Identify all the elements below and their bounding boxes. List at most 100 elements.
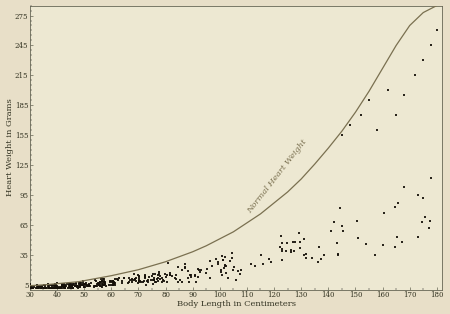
Point <box>318 256 325 261</box>
Point <box>168 274 176 279</box>
Point <box>73 284 81 290</box>
Point <box>53 285 60 290</box>
Point <box>302 255 310 260</box>
Point <box>288 250 295 255</box>
Point <box>32 285 40 290</box>
Point <box>300 252 307 257</box>
Point <box>28 285 36 290</box>
Point <box>279 249 286 254</box>
Point <box>315 260 322 265</box>
Point <box>34 285 41 290</box>
Point <box>220 265 228 270</box>
Point <box>62 284 69 289</box>
Point <box>124 280 131 285</box>
Point <box>82 281 89 286</box>
Point <box>166 272 173 277</box>
Point <box>392 205 399 210</box>
Point <box>178 267 185 272</box>
Point <box>87 281 94 286</box>
Point <box>39 285 46 290</box>
Point <box>141 276 149 281</box>
Point <box>148 278 155 283</box>
Point <box>191 273 198 278</box>
Point <box>150 278 157 283</box>
Point <box>153 277 161 282</box>
Point <box>141 275 149 280</box>
Point <box>86 284 94 289</box>
Point <box>163 273 171 278</box>
Point <box>354 218 361 223</box>
Point <box>113 277 121 282</box>
Point <box>384 88 392 93</box>
Point <box>27 285 35 290</box>
Point <box>297 240 304 245</box>
Point <box>214 261 221 266</box>
Point <box>81 285 88 290</box>
Point <box>174 264 181 269</box>
Point <box>33 285 40 290</box>
Point <box>42 285 50 290</box>
Point <box>28 284 36 289</box>
Point <box>297 246 304 251</box>
Point <box>316 244 323 249</box>
Point <box>203 270 210 275</box>
X-axis label: Body Length in Centimeters: Body Length in Centimeters <box>176 300 296 308</box>
Point <box>141 273 148 278</box>
Point <box>59 283 67 288</box>
Point <box>141 278 148 283</box>
Point <box>99 282 106 287</box>
Point <box>71 281 78 286</box>
Point <box>61 285 68 290</box>
Point <box>51 282 59 287</box>
Point <box>279 257 286 263</box>
Point <box>426 225 433 230</box>
Point <box>62 283 69 288</box>
Point <box>220 258 227 263</box>
Point <box>111 282 118 287</box>
Point <box>77 281 84 286</box>
Point <box>109 280 117 285</box>
Point <box>96 281 104 286</box>
Point <box>58 283 66 288</box>
Point <box>76 284 83 289</box>
Point <box>49 283 56 288</box>
Point <box>90 284 98 290</box>
Point <box>62 285 69 290</box>
Point <box>38 285 45 290</box>
Point <box>107 278 114 283</box>
Point <box>248 261 255 266</box>
Point <box>420 58 427 63</box>
Point <box>98 284 105 289</box>
Point <box>230 268 237 273</box>
Point <box>357 113 364 118</box>
Point <box>428 176 435 181</box>
Point <box>187 272 194 277</box>
Point <box>400 93 408 98</box>
Point <box>80 283 87 288</box>
Point <box>398 240 405 245</box>
Point <box>151 277 158 282</box>
Point <box>90 283 98 288</box>
Point <box>95 282 102 287</box>
Point <box>156 271 163 276</box>
Point <box>65 285 72 290</box>
Point <box>41 284 48 289</box>
Point <box>221 254 228 259</box>
Point <box>40 285 47 290</box>
Point <box>236 272 243 277</box>
Point <box>101 281 108 286</box>
Point <box>58 285 65 290</box>
Point <box>111 280 118 285</box>
Point <box>136 274 143 279</box>
Point <box>226 258 233 263</box>
Point <box>165 261 172 266</box>
Point <box>91 278 98 283</box>
Point <box>60 282 67 287</box>
Point <box>166 271 174 276</box>
Point <box>41 283 49 288</box>
Point <box>96 280 103 285</box>
Point <box>191 274 198 279</box>
Point <box>93 279 100 284</box>
Point <box>98 277 105 282</box>
Point <box>252 263 259 268</box>
